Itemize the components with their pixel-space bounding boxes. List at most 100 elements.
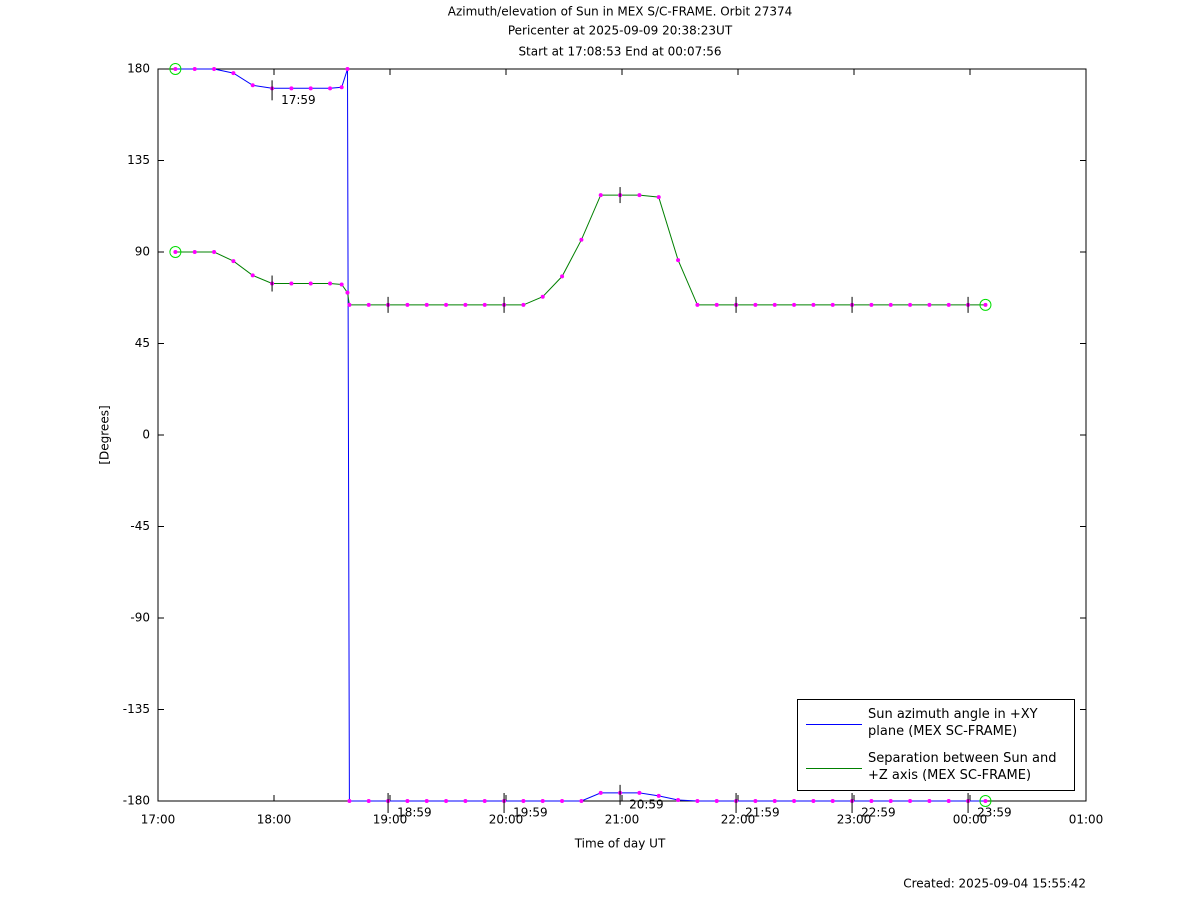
data-point bbox=[339, 282, 344, 287]
data-point bbox=[192, 250, 197, 254]
x-tick-label: 21:00 bbox=[605, 813, 640, 827]
legend-label: Sun azimuth angle in +XY plane (MEX SC-F… bbox=[868, 707, 1038, 739]
endpoint-marker bbox=[169, 63, 182, 75]
data-point bbox=[772, 799, 777, 803]
data-point bbox=[308, 86, 313, 91]
y-tick-label: -90 bbox=[130, 611, 150, 625]
data-point bbox=[983, 302, 988, 307]
data-point bbox=[540, 294, 545, 299]
x-axis-label: Time of day UT bbox=[574, 837, 666, 851]
data-point bbox=[345, 290, 350, 295]
data-point bbox=[792, 799, 797, 803]
data-point bbox=[463, 799, 468, 803]
time-annotation: 22:59 bbox=[861, 806, 896, 820]
data-point bbox=[560, 274, 565, 279]
plot-frame bbox=[157, 68, 1087, 802]
chart-subtitle: Pericenter at 2025-09-09 20:38:23UT bbox=[508, 24, 733, 38]
data-point bbox=[656, 793, 661, 798]
endpoint-marker bbox=[169, 246, 182, 258]
data-point bbox=[830, 799, 835, 803]
data-point bbox=[983, 799, 988, 803]
data-point bbox=[173, 67, 178, 71]
data-point bbox=[424, 302, 429, 307]
data-point bbox=[772, 302, 777, 307]
time-annotation: 21:59 bbox=[745, 806, 780, 820]
x-tick-label: 22:00 bbox=[721, 813, 756, 827]
y-tick-label: -135 bbox=[123, 702, 150, 716]
data-point bbox=[192, 67, 197, 71]
x-tick-label: 23:00 bbox=[837, 813, 872, 827]
data-point bbox=[463, 302, 468, 307]
x-tick-label: 19:00 bbox=[373, 813, 408, 827]
legend-swatch bbox=[806, 724, 862, 725]
data-point bbox=[173, 250, 178, 254]
data-point bbox=[560, 799, 565, 803]
x-tick-label: 18:00 bbox=[257, 813, 292, 827]
data-point bbox=[444, 799, 449, 803]
x-tick-label: 00:00 bbox=[953, 813, 988, 827]
data-point bbox=[328, 281, 333, 286]
data-point bbox=[345, 67, 350, 71]
data-point bbox=[869, 302, 874, 307]
data-point bbox=[521, 799, 526, 803]
data-point bbox=[714, 799, 719, 803]
data-point bbox=[231, 71, 236, 76]
data-point bbox=[811, 302, 816, 307]
y-tick-label: 0 bbox=[142, 428, 150, 442]
time-annotation: 23:59 bbox=[977, 806, 1012, 820]
data-point bbox=[695, 799, 700, 803]
data-point bbox=[637, 790, 642, 795]
time-annotation: 17:59 bbox=[281, 93, 316, 107]
time-annotation: 20:59 bbox=[629, 797, 664, 811]
legend-label: Separation between Sun and +Z axis (MEX … bbox=[868, 751, 1057, 783]
data-point bbox=[231, 259, 236, 264]
y-axis-label: [Degrees] bbox=[98, 405, 112, 464]
data-point bbox=[695, 302, 700, 307]
chart-subtitle: Start at 17:08:53 End at 00:07:56 bbox=[518, 45, 721, 59]
legend-swatch bbox=[806, 768, 862, 769]
data-point bbox=[212, 250, 217, 254]
data-point bbox=[347, 799, 352, 803]
x-tick-label: 17:00 bbox=[141, 813, 176, 827]
series-line bbox=[175, 194, 986, 306]
data-point bbox=[927, 799, 932, 803]
data-point bbox=[579, 799, 584, 803]
data-point bbox=[405, 799, 410, 803]
data-point bbox=[482, 799, 487, 803]
x-tick-label: 01:00 bbox=[1069, 813, 1104, 827]
data-point bbox=[637, 193, 642, 198]
data-point bbox=[656, 195, 661, 200]
data-point bbox=[328, 86, 333, 91]
data-point bbox=[366, 302, 371, 307]
data-point bbox=[888, 302, 893, 307]
time-annotation: 18:59 bbox=[397, 806, 432, 820]
data-point bbox=[753, 302, 758, 307]
data-point bbox=[888, 799, 893, 803]
y-tick-label: 45 bbox=[135, 336, 150, 350]
data-point bbox=[289, 281, 294, 286]
time-annotation: 19:59 bbox=[513, 806, 548, 820]
data-point bbox=[792, 302, 797, 307]
data-point bbox=[366, 799, 371, 803]
data-point bbox=[405, 302, 410, 307]
data-point bbox=[830, 302, 835, 307]
data-point bbox=[579, 237, 584, 242]
data-point bbox=[908, 799, 913, 803]
data-point bbox=[250, 273, 255, 278]
data-point bbox=[908, 302, 913, 307]
footer: Created: 2025-09-04 15:55:42 bbox=[903, 877, 1086, 891]
data-point bbox=[714, 302, 719, 307]
data-point bbox=[289, 86, 294, 91]
data-point bbox=[212, 67, 217, 71]
x-tick-label: 20:00 bbox=[489, 813, 524, 827]
y-tick-label: 90 bbox=[135, 245, 150, 259]
chart-title: Azimuth/elevation of Sun in MEX S/C-FRAM… bbox=[448, 5, 793, 19]
data-point bbox=[339, 85, 344, 90]
data-point bbox=[424, 799, 429, 803]
data-point bbox=[444, 302, 449, 307]
data-point bbox=[946, 302, 951, 307]
y-tick-label: 135 bbox=[127, 153, 150, 167]
data-point bbox=[540, 799, 545, 803]
